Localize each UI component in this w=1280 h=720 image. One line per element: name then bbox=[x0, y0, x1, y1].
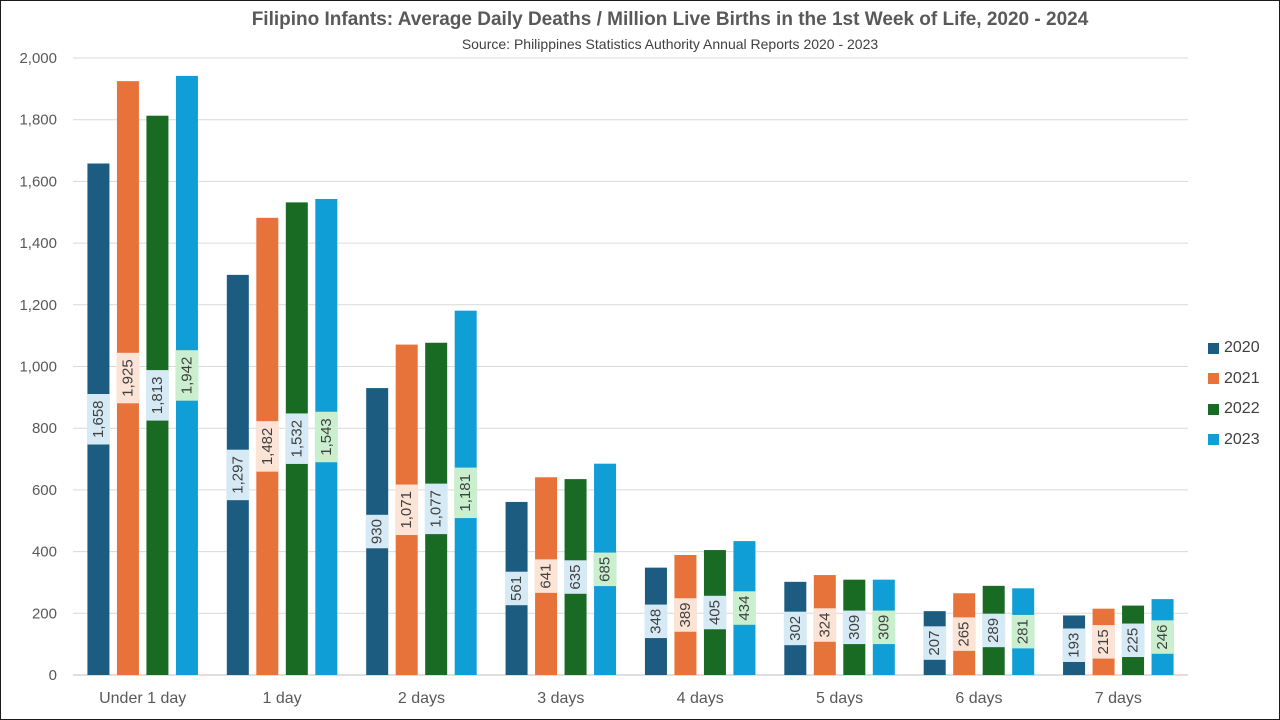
data-label-box bbox=[952, 617, 976, 651]
data-label-box bbox=[454, 467, 478, 519]
data-label: 1,925 bbox=[119, 359, 136, 397]
data-label: 281 bbox=[1015, 619, 1032, 644]
data-label: 635 bbox=[567, 565, 584, 590]
x-tick-label: 1 day bbox=[262, 690, 301, 707]
data-label-box bbox=[564, 560, 588, 594]
data-label-box bbox=[644, 604, 668, 639]
data-label: 1,532 bbox=[288, 420, 305, 458]
data-label: 561 bbox=[508, 576, 525, 601]
legend-swatch bbox=[1208, 403, 1219, 415]
data-label-box bbox=[175, 350, 199, 401]
x-tick-label: 5 days bbox=[816, 690, 863, 707]
y-tick-label: 1,600 bbox=[19, 173, 57, 190]
data-label-box bbox=[982, 613, 1006, 648]
data-label-box bbox=[365, 514, 389, 549]
data-label: 930 bbox=[369, 519, 386, 544]
data-label: 1,071 bbox=[398, 491, 415, 529]
legend-label: 2022 bbox=[1224, 400, 1260, 418]
y-tick-label: 400 bbox=[32, 544, 57, 561]
data-label: 309 bbox=[875, 615, 892, 640]
data-label-box bbox=[424, 483, 448, 535]
chart-title: Filipino Infants: Average Daily Deaths /… bbox=[251, 9, 1089, 30]
data-label: 1,297 bbox=[229, 456, 246, 494]
x-tick-label: 3 days bbox=[537, 690, 584, 707]
legend-swatch bbox=[1208, 434, 1219, 446]
legend-item: 2020 bbox=[1208, 333, 1260, 364]
data-label-box bbox=[732, 591, 756, 625]
legend-swatch bbox=[1208, 342, 1219, 354]
data-label-box bbox=[285, 413, 309, 464]
y-tick-label: 1,800 bbox=[19, 112, 57, 129]
chart-subtitle: Source: Philippines Statistics Authority… bbox=[461, 36, 879, 52]
y-tick-label: 600 bbox=[32, 482, 57, 499]
data-label: 207 bbox=[926, 631, 943, 656]
data-label: 348 bbox=[647, 609, 664, 634]
y-tick-label: 2,000 bbox=[19, 50, 57, 67]
data-label-box bbox=[872, 610, 896, 645]
data-label-box bbox=[1062, 628, 1086, 662]
data-label-box bbox=[505, 571, 529, 606]
x-tick-label: Under 1 day bbox=[99, 690, 186, 707]
legend-label: 2021 bbox=[1224, 369, 1260, 387]
data-label-box bbox=[145, 370, 169, 421]
y-tick-label: 1,400 bbox=[19, 235, 57, 252]
data-label: 265 bbox=[956, 622, 973, 647]
legend-swatch bbox=[1208, 373, 1219, 385]
data-label: 641 bbox=[538, 564, 555, 589]
x-tick-label: 7 days bbox=[1095, 690, 1142, 707]
y-tick-label: 200 bbox=[32, 605, 57, 622]
data-label-box bbox=[1151, 620, 1175, 654]
data-label: 1,543 bbox=[318, 418, 335, 456]
data-label-box bbox=[1011, 614, 1035, 649]
data-label: 389 bbox=[677, 602, 694, 627]
legend: 2020 2021 2022 2023 bbox=[1208, 333, 1260, 455]
x-tick-label: 4 days bbox=[677, 690, 724, 707]
data-label-box bbox=[395, 484, 419, 536]
y-tick-label: 1,000 bbox=[19, 359, 57, 376]
data-label: 1,658 bbox=[90, 400, 107, 438]
data-label: 289 bbox=[985, 618, 1002, 643]
data-label-box bbox=[813, 608, 837, 642]
data-label: 193 bbox=[1066, 633, 1083, 658]
data-label-box bbox=[1121, 623, 1145, 658]
data-label: 1,482 bbox=[259, 428, 276, 466]
data-label-box bbox=[842, 610, 866, 645]
data-label-box bbox=[593, 552, 617, 587]
data-label-box bbox=[226, 449, 250, 501]
data-label: 246 bbox=[1154, 625, 1171, 650]
legend-item: 2021 bbox=[1208, 364, 1260, 395]
data-label-box bbox=[703, 595, 727, 630]
data-label-box bbox=[673, 598, 697, 632]
data-label-box bbox=[314, 411, 338, 463]
data-label-box bbox=[534, 559, 558, 593]
y-tick-label: 0 bbox=[49, 667, 57, 684]
legend-label: 2020 bbox=[1224, 339, 1260, 357]
y-tick-label: 800 bbox=[32, 420, 57, 437]
y-tick-label: 1,200 bbox=[19, 297, 57, 314]
x-tick-label: 6 days bbox=[955, 690, 1002, 707]
data-label: 1,077 bbox=[428, 490, 445, 528]
data-label: 1,813 bbox=[149, 377, 166, 415]
legend-item: 2023 bbox=[1208, 425, 1260, 456]
data-label-box bbox=[1092, 625, 1116, 659]
data-label-box bbox=[116, 352, 140, 404]
legend-item: 2022 bbox=[1208, 394, 1260, 425]
data-label: 1,181 bbox=[457, 474, 474, 512]
x-tick-label: 2 days bbox=[398, 690, 445, 707]
data-label: 302 bbox=[787, 616, 804, 641]
data-label: 324 bbox=[816, 613, 833, 638]
data-label-box bbox=[86, 394, 110, 445]
data-label-box bbox=[923, 626, 947, 660]
data-label: 1,942 bbox=[178, 357, 195, 395]
data-label: 309 bbox=[846, 615, 863, 640]
data-label: 685 bbox=[597, 557, 614, 582]
data-label: 225 bbox=[1125, 628, 1142, 653]
data-label: 405 bbox=[706, 600, 723, 625]
data-label: 434 bbox=[736, 596, 753, 621]
data-label: 215 bbox=[1095, 629, 1112, 654]
data-label-box bbox=[783, 611, 807, 646]
legend-label: 2023 bbox=[1224, 430, 1260, 448]
data-label-box bbox=[255, 421, 279, 472]
